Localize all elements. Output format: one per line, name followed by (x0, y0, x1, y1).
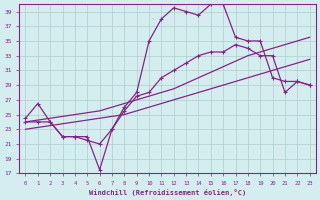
X-axis label: Windchill (Refroidissement éolien,°C): Windchill (Refroidissement éolien,°C) (89, 189, 246, 196)
